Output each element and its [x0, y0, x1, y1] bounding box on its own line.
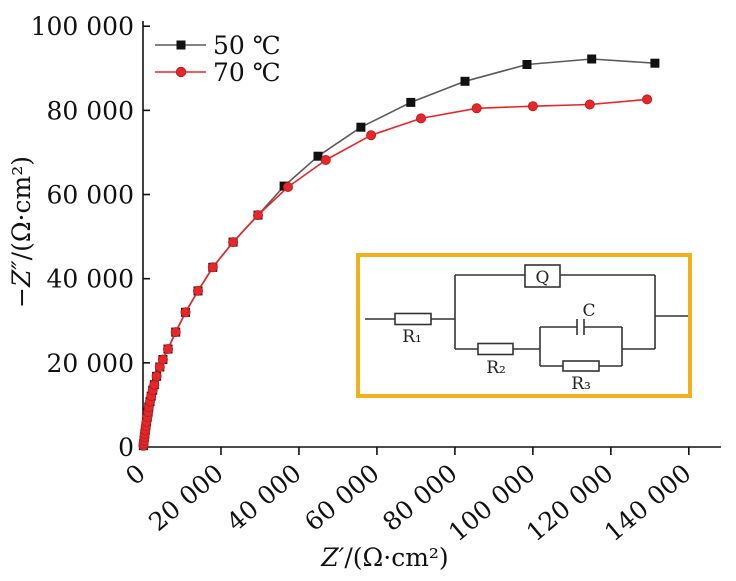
series-50-point — [356, 122, 366, 132]
x-tick-label: 40 000 — [221, 458, 307, 536]
equivalent-circuit-inset: R₁ Q R₂ C R₃ — [356, 253, 692, 398]
capacitor-c-label: C — [582, 301, 595, 321]
resistor-r1 — [394, 312, 432, 326]
series-70-point — [151, 371, 162, 382]
resistor-r3 — [562, 360, 600, 372]
series-70-point — [162, 343, 173, 354]
series-70-point — [180, 307, 191, 318]
y-tick-label: 60 000 — [47, 181, 134, 210]
x-tick-label: 0 — [120, 458, 151, 490]
y-tick-label: 20 000 — [47, 349, 134, 378]
legend-label-50: 50 ℃ — [213, 31, 281, 60]
x-tick-label: 60 000 — [299, 458, 385, 536]
x-tick-label: 20 000 — [143, 458, 229, 536]
y-tick-label: 100 000 — [31, 12, 134, 41]
series-70-point — [366, 130, 377, 141]
circuit-inset-border — [356, 253, 692, 398]
series-70-point — [415, 113, 426, 124]
y-tick-label: 40 000 — [47, 265, 134, 294]
y-tick-label: 80 000 — [47, 96, 134, 125]
series-70-point — [320, 154, 331, 165]
legend-item-70: 70 ℃ — [155, 58, 281, 87]
x-tick-label: 140 000 — [599, 458, 697, 547]
resistor-r2 — [477, 342, 514, 356]
legend-label-70: 70 ℃ — [213, 58, 281, 87]
series-70-point — [157, 354, 168, 365]
axes — [142, 21, 721, 448]
cpe-q — [524, 264, 561, 288]
series-50-point — [587, 54, 597, 64]
series-50-point — [650, 58, 660, 68]
series-70-point — [170, 327, 181, 338]
cpe-q-label: Q — [536, 268, 550, 288]
series-70-point — [228, 237, 239, 248]
y-tick-label: 0 — [118, 433, 134, 462]
x-axis-title: Z′/(Ω·cm²) — [320, 543, 448, 572]
x-tick-label: 100 000 — [443, 458, 541, 547]
series-50-point — [522, 60, 532, 69]
resistor-r2-label: R₂ — [486, 358, 506, 378]
legend: 50 ℃ 70 ℃ — [155, 31, 281, 87]
series-50-point — [313, 151, 323, 161]
series-50-point — [406, 97, 416, 107]
series-70-point — [207, 262, 218, 273]
series-70-point — [282, 181, 293, 192]
legend-marker-square — [176, 40, 186, 50]
series-70-point — [149, 379, 160, 390]
resistor-r3-label: R₃ — [571, 374, 591, 394]
legend-item-50: 50 ℃ — [155, 31, 281, 60]
y-axis-title: −Z″/(Ω·cm²) — [7, 156, 36, 308]
series-70-point — [471, 103, 482, 114]
series-70-point — [642, 94, 653, 105]
legend-marker-circle — [175, 66, 187, 78]
series-layer — [138, 54, 660, 451]
series-70-point — [192, 285, 203, 296]
series-70-point — [584, 99, 595, 110]
series-70-point — [252, 210, 263, 221]
series-70 — [138, 94, 653, 451]
resistor-r1-label: R₁ — [402, 327, 422, 347]
x-tick-label: 120 000 — [521, 458, 619, 547]
series-70-point — [527, 101, 538, 112]
series-50-point — [460, 76, 470, 86]
